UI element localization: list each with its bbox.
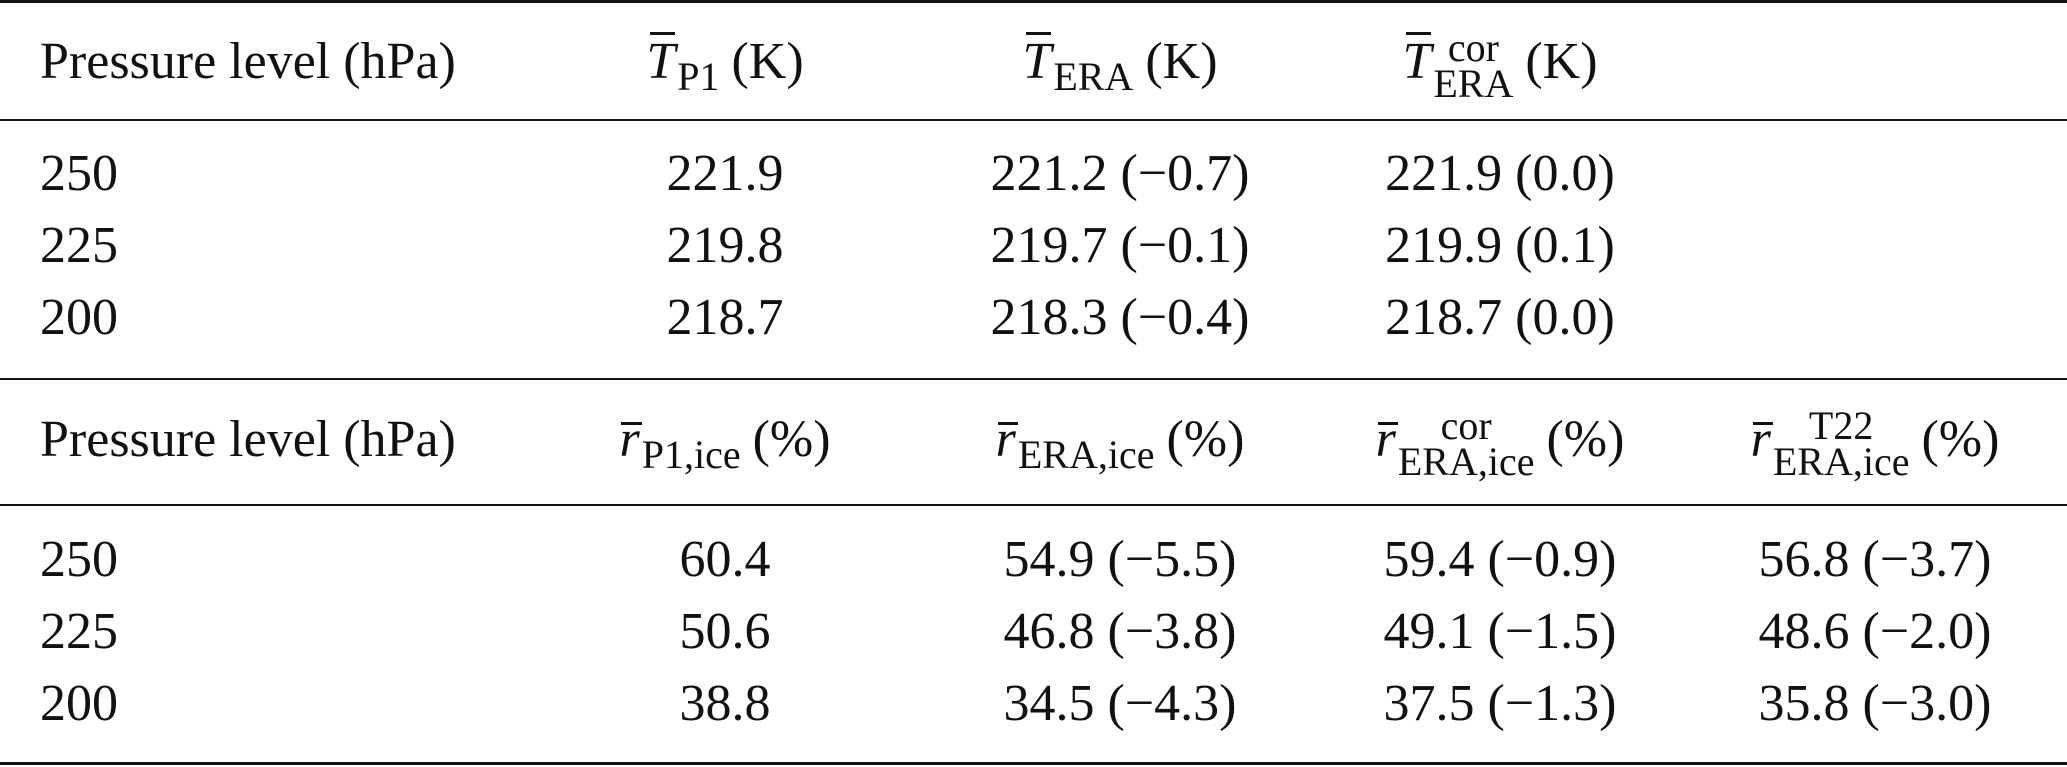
table-row: 250 60.4 54.9 (−5.5) 59.4 (−0.9) 56.8 (−… <box>40 531 1992 588</box>
bottom-rule <box>0 762 2067 765</box>
section-divider-rule <box>0 378 2067 380</box>
header-pressure-level: Pressure level (hPa) <box>40 411 456 468</box>
table-row: 200 218.7 218.3 (−0.4) 218.7 (0.0) <box>40 289 1615 346</box>
top-rule <box>0 0 2067 3</box>
table-row: 250 221.9 221.2 (−0.7) 221.9 (0.0) <box>40 145 1615 202</box>
humidity-header-rule <box>0 504 2067 506</box>
header-r-era-ice-t22: r T22 ERA,ice (%) <box>1750 403 2000 485</box>
header-pressure-level: Pressure level (hPa) <box>40 33 456 90</box>
header-t-p1: TP1 (K) <box>646 32 804 99</box>
header-r-era-ice-cor: r cor ERA,ice (%) <box>1375 403 1625 485</box>
temperature-header-rule <box>0 119 2067 121</box>
humidity-header-row: Pressure level (hPa) rP1,ice (%) rERA,ice… <box>0 403 2067 485</box>
header-r-era-ice: rERA,ice (%) <box>995 411 1245 477</box>
table-row: 225 50.6 46.8 (−3.8) 49.1 (−1.5) 48.6 (−… <box>40 603 1992 660</box>
header-t-era: TERA (K) <box>1022 32 1218 99</box>
table-row: 200 38.8 34.5 (−4.3) 37.5 (−1.3) 35.8 (−… <box>40 675 1992 732</box>
table-row: 225 219.8 219.7 (−0.1) 219.9 (0.1) <box>40 217 1615 274</box>
header-r-p1-ice: rP1,ice (%) <box>619 411 831 477</box>
